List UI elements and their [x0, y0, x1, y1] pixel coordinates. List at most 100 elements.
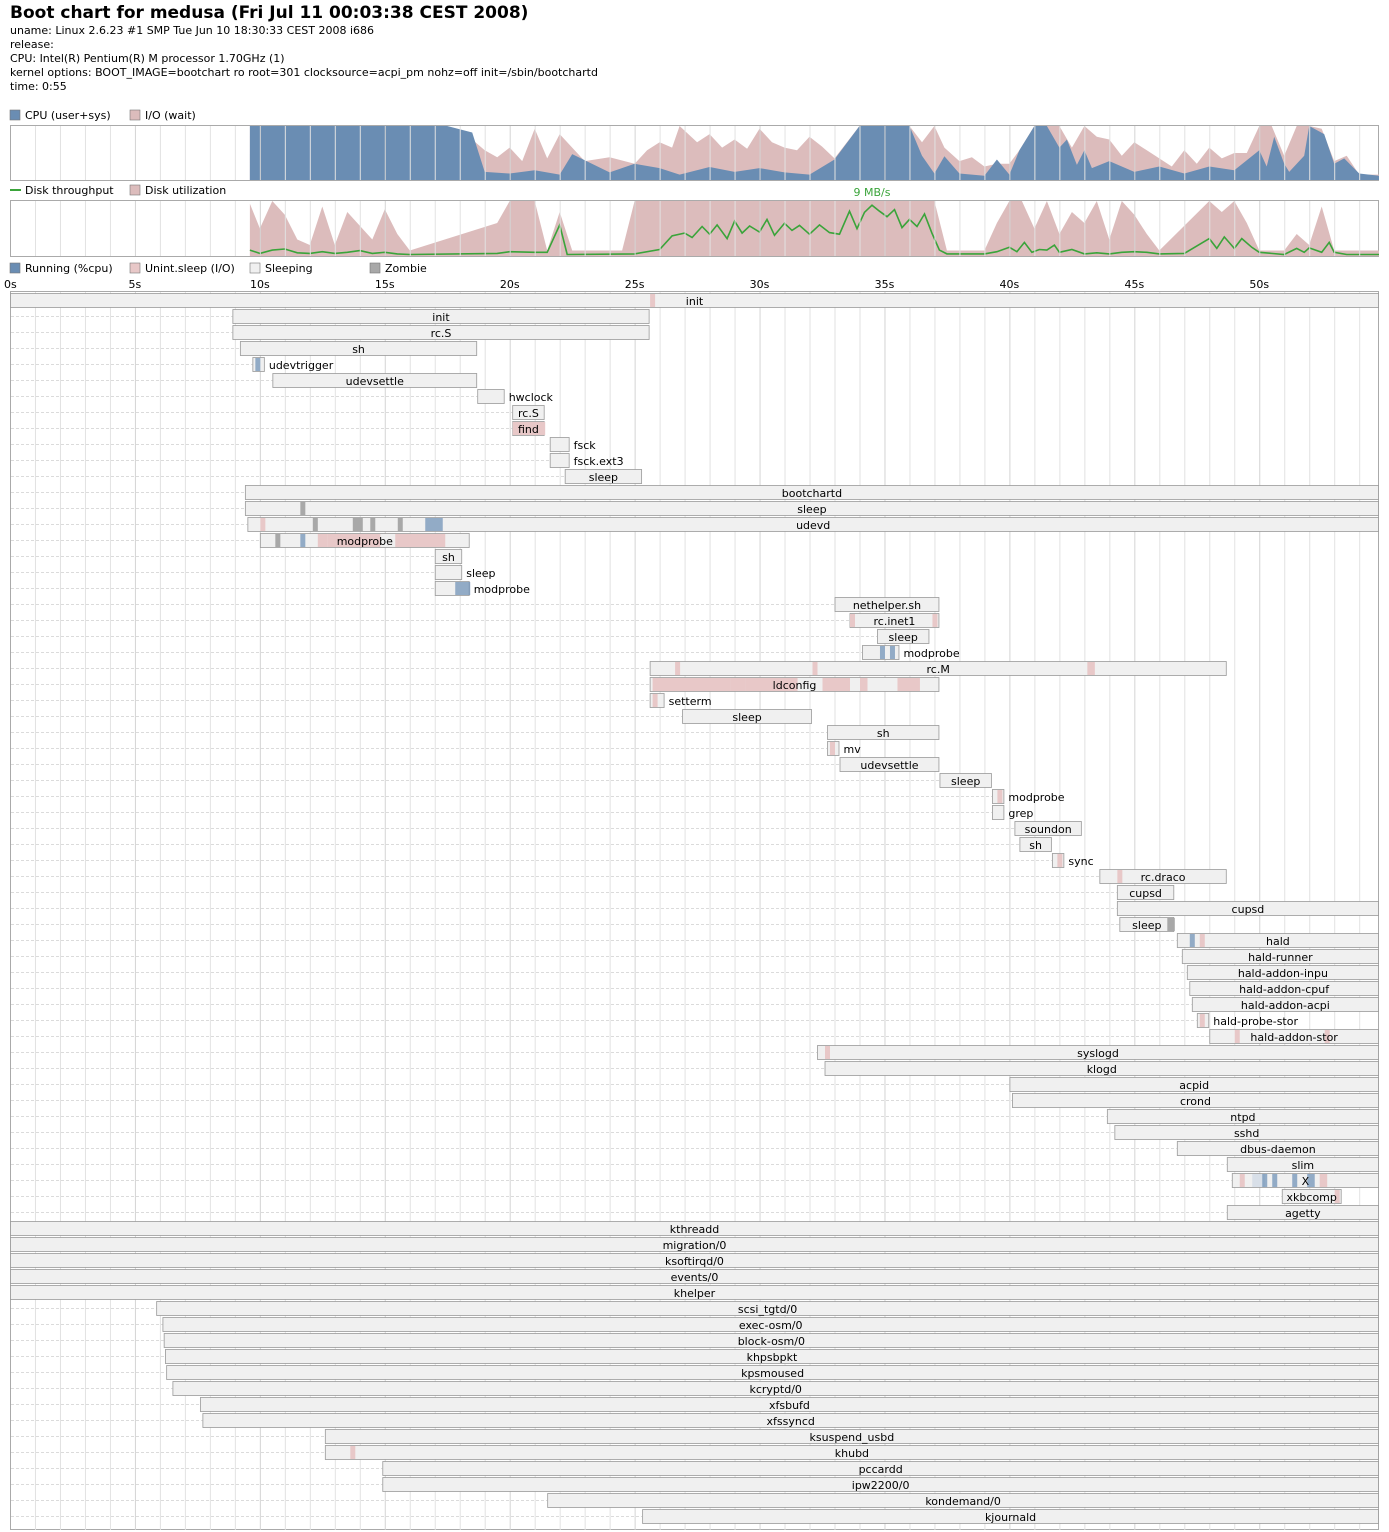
process-row: hald-addon-inpu	[11, 965, 1379, 980]
process-state-mark	[455, 582, 471, 595]
process-label: rc.draco	[1141, 871, 1186, 884]
process-row: hald-addon-stor	[11, 1029, 1379, 1044]
process-state-mark	[830, 742, 836, 755]
process-row: cupsd	[11, 901, 1379, 916]
process-bar	[817, 1045, 1379, 1060]
process-row: kjournald	[11, 1509, 1379, 1524]
process-row: ipw2200/0	[11, 1477, 1379, 1492]
process-bar	[382, 1477, 1379, 1492]
process-bar	[239, 341, 478, 356]
process-label: udevsettle	[860, 759, 918, 772]
process-state-mark	[652, 678, 731, 691]
process-label: khubd	[835, 1447, 869, 1460]
x-tick-label: 10s	[250, 278, 270, 291]
process-label: pccardd	[859, 1463, 903, 1476]
process-row: sleep	[11, 501, 1379, 516]
process-state-mark	[1087, 662, 1095, 675]
process-label: events/0	[671, 1271, 719, 1284]
process-row: agetty	[11, 1205, 1379, 1220]
process-bar	[839, 757, 940, 772]
process-label: rc.S	[431, 327, 452, 340]
process-row: sleep	[11, 565, 496, 580]
process-state-mark	[849, 614, 855, 627]
process-row: sleep	[11, 469, 643, 484]
process-legend: Running (%cpu) Unint.sleep (I/O) Sleeping Z…	[9, 262, 427, 275]
cpu-io-grid	[34, 126, 1361, 180]
cpu-area	[249, 126, 1380, 180]
process-state-mark	[425, 518, 443, 531]
cpu-line: CPU: Intel(R) Pentium(R) M processor 1.7…	[10, 52, 285, 65]
process-label: kcryptd/0	[749, 1383, 801, 1396]
process-row: acpid	[11, 1077, 1379, 1092]
process-bar	[244, 485, 1379, 500]
legend-swatch	[249, 262, 261, 274]
process-label: xkbcomp	[1287, 1191, 1337, 1204]
process-label: sync	[1068, 855, 1093, 868]
process-label: migration/0	[663, 1239, 727, 1252]
process-state-mark	[1199, 1014, 1205, 1027]
process-bar	[156, 1301, 1379, 1316]
legend-swatch	[9, 109, 21, 121]
process-state-mark	[300, 502, 306, 515]
process-bar	[834, 597, 940, 612]
process-state-mark	[1239, 1174, 1245, 1187]
process-row: udevd	[11, 517, 1379, 532]
process-label: rc.inet1	[874, 615, 916, 628]
process-label: sleep	[797, 503, 826, 516]
process-label: kondemand/0	[925, 1495, 1001, 1508]
legend-label: Sleeping	[265, 262, 313, 275]
process-row: kondemand/0	[11, 1493, 1379, 1508]
process-bar	[10, 1285, 1379, 1300]
process-bar	[165, 1349, 1379, 1364]
process-label: slim	[1292, 1159, 1315, 1172]
process-row: block-osm/0	[11, 1333, 1379, 1348]
process-row: ksuspend_usbd	[11, 1429, 1379, 1444]
process-bar	[547, 1493, 1379, 1508]
x-tick-label: 15s	[375, 278, 395, 291]
process-row: ntpd	[11, 1109, 1379, 1124]
process-label: hald-addon-inpu	[1238, 967, 1328, 980]
process-row: rc.inet1	[11, 613, 940, 628]
cpu-io-chart	[10, 125, 1380, 181]
process-row: kpsmoused	[11, 1365, 1379, 1380]
x-tick-label: 30s	[750, 278, 770, 291]
process-label: modprobe	[903, 647, 959, 660]
x-tick-label: 5s	[129, 278, 142, 291]
process-bar	[1011, 1093, 1379, 1108]
process-bar	[1226, 1205, 1379, 1220]
process-row: slim	[11, 1157, 1379, 1172]
process-row: sh	[11, 725, 940, 740]
process-bar	[382, 1461, 1379, 1476]
process-row: X	[11, 1173, 1379, 1188]
process-label: find	[518, 423, 539, 436]
kernel-options-line: kernel options: BOOT_IMAGE=bootchart ro …	[10, 66, 598, 79]
process-row: cupsd	[11, 885, 1175, 900]
process-bar	[827, 725, 940, 740]
process-bar	[10, 1237, 1379, 1252]
process-row: khelper	[10, 1285, 1379, 1300]
process-label: ipw2200/0	[852, 1479, 910, 1492]
process-bar	[10, 1221, 1379, 1236]
process-bar	[682, 709, 812, 724]
process-row: exec-osm/0	[11, 1317, 1379, 1332]
process-row: scsi_tgtd/0	[11, 1301, 1379, 1316]
process-state-mark	[255, 358, 261, 371]
process-label: khelper	[674, 1287, 716, 1300]
process-row: modprobe	[11, 645, 960, 660]
process-label: sleep	[889, 631, 918, 644]
process-row: sleep	[11, 917, 1175, 932]
uname-line: uname: Linux 2.6.23 #1 SMP Tue Jun 10 18…	[10, 24, 375, 37]
process-label: udevtrigger	[269, 359, 334, 372]
process-row: klogd	[11, 1061, 1379, 1076]
process-state-mark	[312, 518, 318, 531]
process-bar	[324, 1429, 1379, 1444]
process-bar	[512, 405, 545, 420]
process-row: events/0	[10, 1269, 1379, 1284]
process-row: sync	[11, 853, 1094, 868]
process-state-mark	[897, 678, 920, 691]
process-bar	[1176, 1141, 1379, 1156]
process-bar	[564, 469, 643, 484]
x-tick-label: 25s	[625, 278, 645, 291]
process-row: sh	[11, 837, 1052, 852]
